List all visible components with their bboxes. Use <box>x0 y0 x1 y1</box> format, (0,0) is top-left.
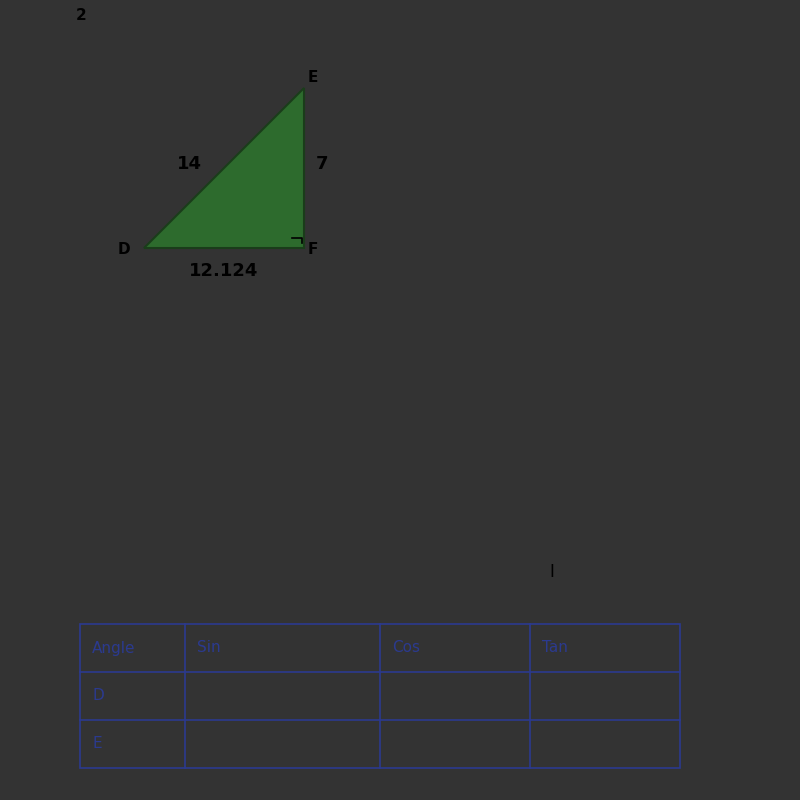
Bar <box>80 624 680 768</box>
Text: E: E <box>308 70 318 86</box>
Polygon shape <box>144 88 304 248</box>
Text: 14: 14 <box>177 155 202 173</box>
Text: Sin: Sin <box>197 641 221 655</box>
Text: F: F <box>308 242 318 258</box>
Text: D: D <box>92 689 104 703</box>
Text: Tan: Tan <box>542 641 568 655</box>
Text: 2: 2 <box>76 9 86 23</box>
Text: Cos: Cos <box>392 641 420 655</box>
Text: E: E <box>92 737 102 751</box>
Text: Angle: Angle <box>92 641 135 655</box>
Text: 7: 7 <box>316 155 329 173</box>
Text: D: D <box>118 242 130 258</box>
Text: I: I <box>550 563 554 581</box>
Text: 12.124: 12.124 <box>190 262 258 280</box>
